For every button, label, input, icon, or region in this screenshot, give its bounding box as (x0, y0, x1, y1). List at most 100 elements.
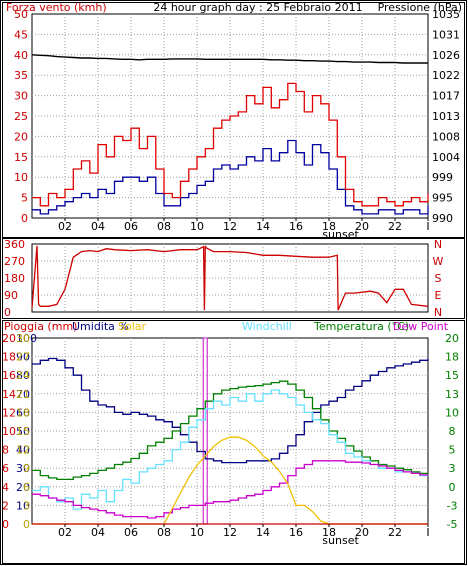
legend-dewpoint: Dew Point (393, 320, 449, 333)
temperature-tick-label: 3 (449, 462, 456, 475)
direction-tick-label: 90 (4, 289, 18, 302)
humidity-line (32, 357, 429, 464)
direction-tick-label: 270 (4, 255, 25, 268)
rain-tick-label: 20 (2, 332, 16, 345)
solar-tick-label: 12 (16, 444, 30, 457)
rain-tick-label: 12 (2, 406, 16, 419)
humidity-tick-label: 80 (16, 369, 30, 382)
x-tick-label: 06 (124, 526, 138, 539)
x-tick-label: 02 (58, 220, 72, 233)
rain-tick-label: 14 (2, 388, 16, 401)
panel-frame-2 (2, 237, 465, 319)
temperature-tick-label: 13 (445, 388, 459, 401)
sunset-label: sunset (322, 228, 359, 241)
wind-tick-label: 35 (14, 69, 28, 82)
wind-tick-label: 25 (14, 110, 28, 123)
direction-tick-label: 360 (4, 238, 25, 251)
pressure-tick-label: 1035 (432, 8, 460, 21)
solar-tick-label: 0 (23, 518, 30, 531)
dewpoint-line (32, 460, 429, 519)
rain-tick-label: 0 (2, 518, 9, 531)
temperature-tick-label: 0 (449, 481, 456, 494)
solar-tick-label: 18 (16, 406, 30, 419)
wind-tick-label: 15 (14, 151, 28, 164)
wind-axis-title: Forza vento (kmh) (6, 1, 107, 14)
wind-tick-label: 40 (14, 49, 28, 62)
x-tick-label: 12 (223, 526, 237, 539)
x-tick-label: 08 (157, 220, 171, 233)
compass-label: N (434, 306, 442, 319)
x-tick-label: 16 (289, 220, 303, 233)
panel-frame-1 (2, 2, 465, 239)
x-tick-label: 20 (355, 220, 369, 233)
legend-rain: Pioggia (mm) (4, 320, 77, 333)
direction-line (31, 245, 429, 311)
wind-tick-label: 50 (14, 8, 28, 21)
x-tick-label: 10 (190, 526, 204, 539)
legend-solar: Solar (118, 320, 147, 333)
humidity-tick-label: 30 (16, 462, 30, 475)
solar-tick-label: 3 (23, 499, 30, 512)
legend-temperature: Temperatura (°C) (313, 320, 409, 333)
humidity-tick-label: 20 (16, 481, 30, 494)
temperature-tick-label: 8 (449, 425, 456, 438)
pressure-tick-label: 990 (432, 212, 453, 225)
wind-tick-label: 30 (14, 90, 28, 103)
temperature-tick-label: 10 (445, 406, 459, 419)
solar-tick-label: 6 (23, 481, 30, 494)
humidity-tick-label: 70 (16, 388, 30, 401)
wind-tick-label: 5 (21, 192, 28, 205)
direction-tick-label: 0 (4, 306, 11, 319)
solar-tick-label: 9 (23, 462, 30, 475)
humidity-tick-label: 40 (16, 444, 30, 457)
rain-tick-label: 2 (2, 499, 9, 512)
solar-tick-label: 15 (16, 425, 30, 438)
rain-tick-label: 4 (2, 481, 9, 494)
compass-label: E (435, 289, 442, 302)
pressure-tick-label: 1008 (432, 130, 460, 143)
temperature-tick-label: 20 (445, 332, 459, 345)
pressure-line (31, 54, 428, 64)
x-tick-label: 04 (91, 526, 105, 539)
rain-tick-label: 16 (2, 369, 16, 382)
pressure-tick-label: 1013 (432, 110, 460, 123)
wind-tick-label: 10 (14, 171, 28, 184)
x-tick-label: 18 (322, 220, 336, 233)
solar-tick-label: 24 (16, 369, 30, 382)
humidity-tick-label: 90 (16, 351, 30, 364)
x-tick-label: 20 (355, 526, 369, 539)
pressure-tick-label: 1022 (432, 69, 460, 82)
compass-label: S (435, 272, 442, 285)
humidity-tick-label: 60 (16, 406, 30, 419)
pressure-axis-title: Pressione (hPa) (378, 1, 462, 14)
temperature-tick-label: -5 (447, 518, 458, 531)
temperature-tick-label: 18 (445, 351, 459, 364)
pressure-tick-label: 995 (432, 192, 453, 205)
rain-tick-label: 10 (2, 425, 16, 438)
x-tick-label: 22 (388, 526, 402, 539)
sunset-label: sunset (322, 534, 359, 547)
temperature-tick-label: -3 (447, 499, 458, 512)
direction-tick-label: 180 (4, 272, 25, 285)
x-tick-label: 14 (256, 526, 270, 539)
panel-frame-3 (2, 320, 465, 564)
x-tick-label: I (426, 526, 429, 539)
rain-tick-label: 8 (2, 444, 9, 457)
solar-tick-label: 27 (16, 351, 30, 364)
x-tick-label: 02 (58, 526, 72, 539)
x-tick-label: 06 (124, 220, 138, 233)
x-tick-label: 14 (256, 220, 270, 233)
wind-tick-label: 20 (14, 130, 28, 143)
x-tick-label: 18 (322, 526, 336, 539)
legend-windchill: Windchill (242, 320, 292, 333)
x-tick-label: 04 (91, 220, 105, 233)
legend-humidity: Umidita % (72, 320, 129, 333)
x-tick-label: I (426, 220, 429, 233)
rain-tick-label: 18 (2, 351, 16, 364)
temperature-tick-label: 5 (449, 444, 456, 457)
wind-tick-label: 45 (14, 28, 28, 41)
pressure-tick-label: 1031 (432, 28, 460, 41)
windchill-line (32, 389, 428, 510)
chart-title: 24 hour graph day : 25 Febbraio 2011 (153, 1, 362, 14)
